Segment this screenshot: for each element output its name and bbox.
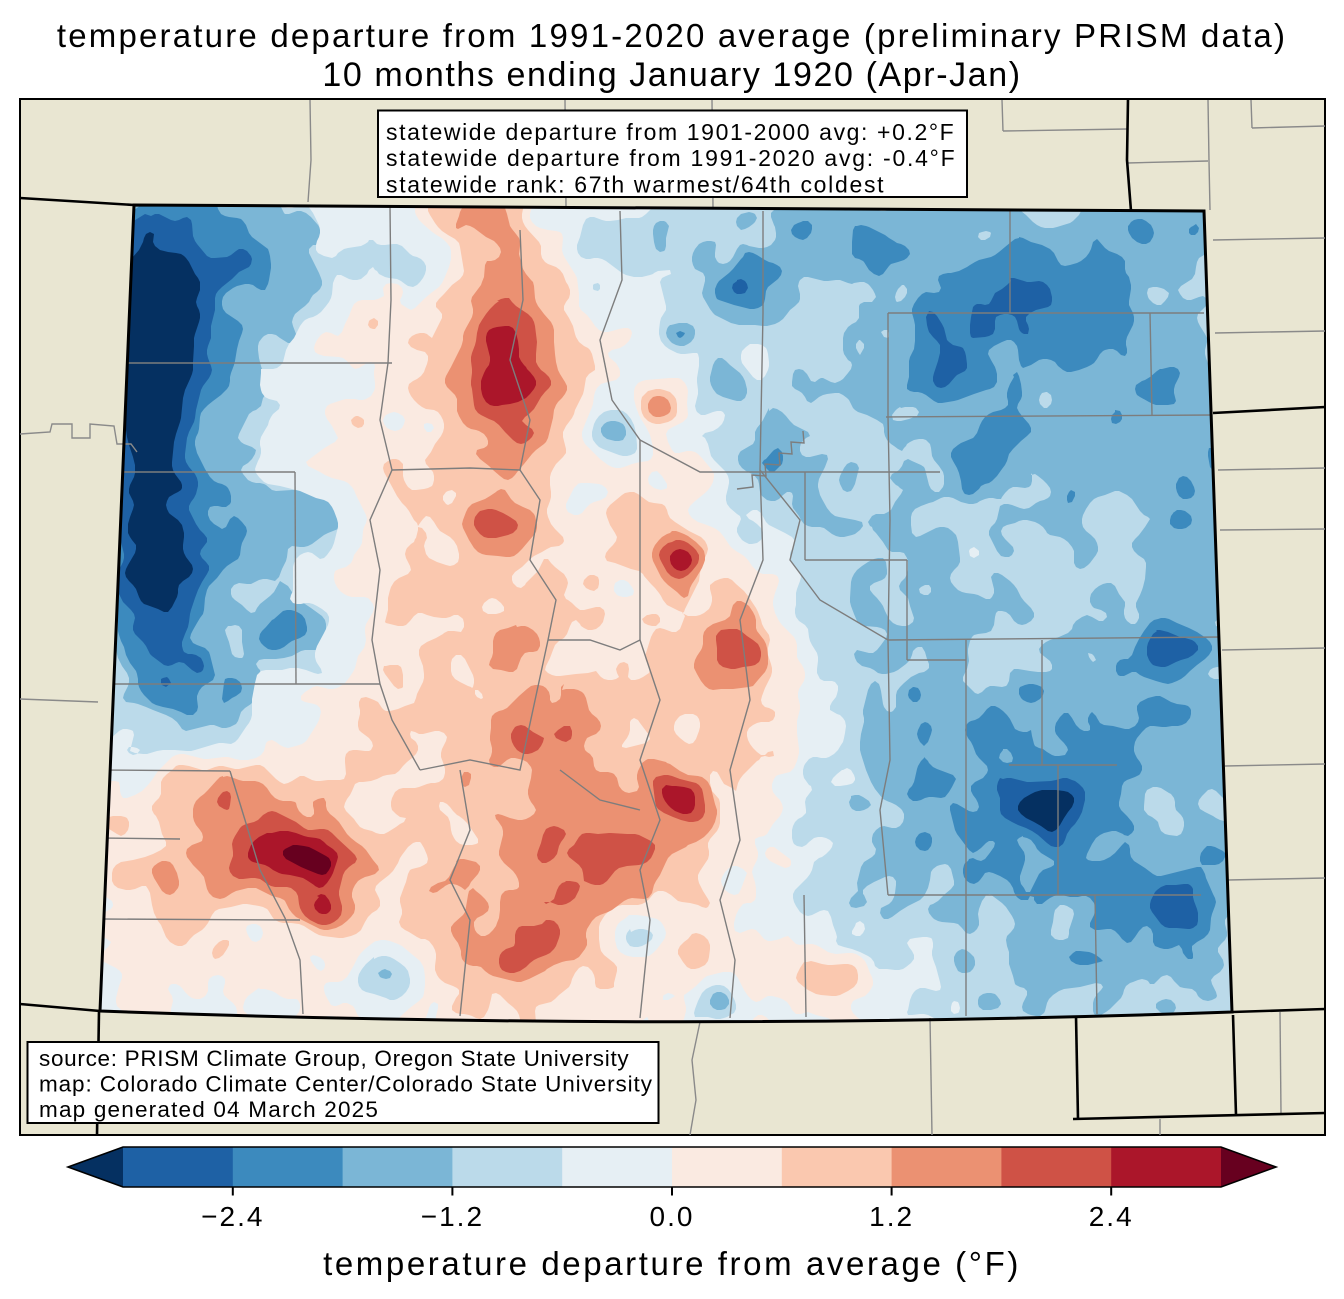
svg-text:−2.4: −2.4	[201, 1201, 264, 1232]
svg-text:statewide departure from 1901-: statewide departure from 1901-2000 avg: …	[386, 119, 955, 145]
svg-text:10 months ending January 1920: 10 months ending January 1920 (Apr-Jan)	[322, 56, 1021, 94]
svg-text:temperature departure from 199: temperature departure from 1991-2020 ave…	[57, 17, 1287, 54]
svg-text:temperature departure from ave: temperature departure from average (°F)	[323, 1245, 1021, 1282]
svg-text:map generated 04 March 2025: map generated 04 March 2025	[39, 1097, 379, 1122]
svg-text:−1.2: −1.2	[421, 1201, 484, 1232]
svg-text:2.4: 2.4	[1089, 1201, 1134, 1232]
svg-text:map: Colorado Climate Center/C: map: Colorado Climate Center/Colorado St…	[39, 1072, 653, 1097]
svg-text:1.2: 1.2	[869, 1201, 914, 1232]
svg-text:0.0: 0.0	[650, 1201, 695, 1232]
svg-text:source: PRISM Climate Group, O: source: PRISM Climate Group, Oregon Stat…	[39, 1046, 629, 1071]
svg-text:statewide rank: 67th warmest/6: statewide rank: 67th warmest/64th coldes…	[386, 172, 885, 198]
svg-text:statewide departure from 1991-: statewide departure from 1991-2020 avg: …	[386, 145, 956, 171]
